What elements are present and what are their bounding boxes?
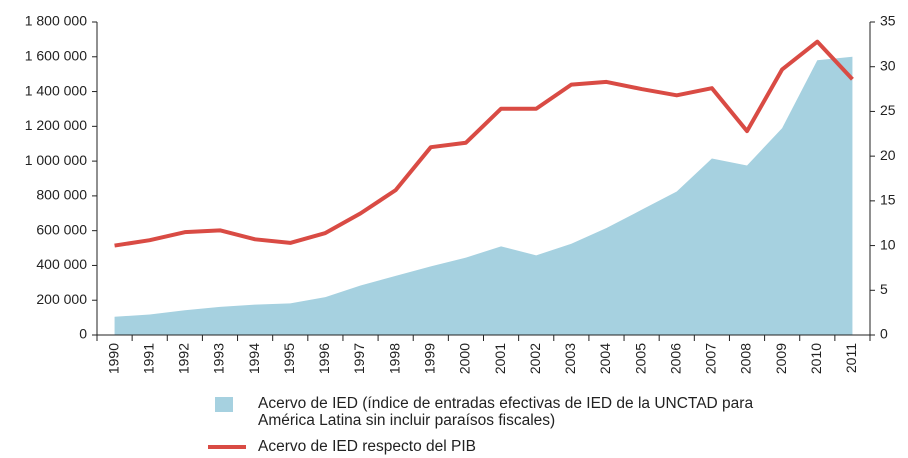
y-tick-label: 600 000 [36, 221, 87, 237]
x-tick-label: 2001 [492, 343, 508, 374]
y-tick-label: 800 000 [36, 187, 87, 203]
x-tick-label: 1991 [140, 343, 156, 374]
y-tick-label: 200 000 [36, 291, 87, 307]
y-tick-label: 1 200 000 [25, 117, 87, 133]
x-tick-label: 2009 [773, 343, 789, 374]
y2-tick-label: 15 [880, 192, 896, 208]
y2-tick-label: 5 [880, 281, 888, 297]
x-tick-label: 2006 [667, 343, 683, 374]
x-tick-label: 1996 [316, 343, 332, 374]
y2-tick-label: 0 [880, 326, 888, 342]
area [114, 56, 853, 336]
y-tick-label: 1 600 000 [25, 47, 87, 63]
x-tick-label: 2007 [703, 343, 719, 374]
legend-swatch [208, 445, 246, 449]
x-tick-label: 1998 [386, 343, 402, 374]
y2-tick-label: 25 [880, 102, 896, 118]
y2-tick-label: 35 [880, 13, 896, 29]
legend-swatch [215, 397, 233, 412]
y-tick-label: 0 [79, 326, 87, 342]
y-tick-label: 1 400 000 [25, 82, 87, 98]
x-tick-label: 2010 [808, 343, 824, 374]
legend-label: Acervo de IED respecto del PIB [258, 438, 476, 455]
y2-tick-label: 30 [880, 57, 896, 73]
x-tick-label: 1995 [281, 343, 297, 374]
x-tick-label: 1999 [421, 343, 437, 374]
x-tick-label: 1990 [105, 343, 121, 374]
y2-tick-label: 10 [880, 236, 896, 252]
y-tick-label: 400 000 [36, 256, 87, 272]
line [114, 39, 854, 248]
x-tick-label: 2000 [457, 343, 473, 374]
x-tick-label: 1993 [211, 343, 227, 374]
x-tick-label: 2003 [562, 343, 578, 374]
y-tick-label: 1 800 000 [25, 13, 87, 29]
x-tick-label: 2008 [738, 343, 754, 374]
x-tick-label: 2002 [527, 343, 543, 374]
x-tick-label: 1994 [246, 343, 262, 374]
x-tick-label: 1992 [176, 343, 192, 374]
y-tick-label: 1 000 000 [25, 152, 87, 168]
legend-label: Acervo de IED (índice de entradas efecti… [258, 395, 754, 429]
y2-tick-label: 20 [880, 147, 896, 163]
x-tick-label: 2004 [597, 343, 613, 374]
x-tick-label: 1997 [351, 343, 367, 374]
x-tick-label: 2011 [843, 343, 859, 373]
x-tick-label: 2005 [632, 343, 648, 374]
